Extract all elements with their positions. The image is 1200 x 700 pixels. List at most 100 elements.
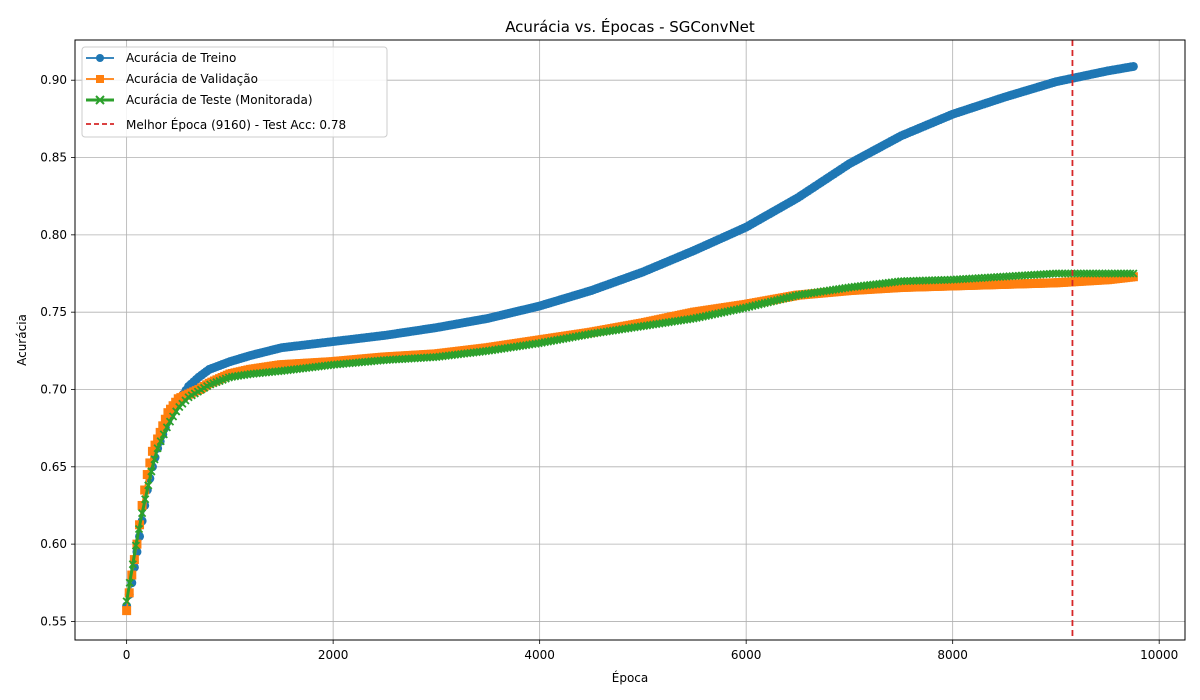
x-axis-label: Época	[612, 670, 649, 685]
series-line	[125, 65, 1135, 607]
data-point	[165, 417, 175, 426]
legend-marker-train	[96, 54, 104, 62]
data-point	[1104, 269, 1113, 278]
data-point	[162, 423, 172, 432]
data-point	[122, 597, 131, 606]
data-point	[142, 470, 152, 480]
legend-entry-test: Acurácia de Teste (Monitorada)	[86, 93, 313, 107]
data-point	[141, 495, 150, 504]
series-train	[122, 61, 1138, 611]
series-validation	[122, 272, 1138, 616]
data-point	[1101, 269, 1110, 278]
y-tick-label: 0.70	[40, 382, 67, 396]
data-point	[903, 276, 912, 286]
data-point	[1076, 269, 1085, 278]
data-point	[940, 275, 949, 285]
y-tick-label: 0.65	[40, 460, 67, 474]
x-tick-label: 6000	[731, 648, 762, 662]
legend: Acurácia de Treino Acurácia de Validação…	[81, 46, 388, 138]
series-test	[122, 269, 1138, 606]
data-point	[134, 524, 144, 534]
data-point	[150, 455, 159, 464]
y-tick-label: 0.60	[40, 537, 67, 551]
data-point	[1064, 269, 1073, 278]
data-point	[927, 276, 937, 285]
data-point	[1051, 269, 1061, 278]
legend-marker-validation	[96, 75, 104, 83]
data-point	[1113, 269, 1123, 278]
legend-box	[81, 46, 388, 138]
data-point	[144, 481, 153, 490]
data-point	[160, 414, 170, 424]
data-point	[153, 444, 162, 453]
plot-series	[122, 61, 1138, 616]
data-point	[1085, 269, 1095, 278]
x-tick-label: 2000	[318, 648, 349, 662]
data-point	[155, 427, 165, 437]
data-point	[1054, 269, 1064, 278]
y-tick-label: 0.55	[40, 614, 67, 628]
data-point	[896, 277, 906, 286]
data-point	[140, 485, 150, 495]
data-point	[147, 467, 156, 476]
data-point	[1110, 269, 1119, 278]
data-point	[1061, 269, 1070, 278]
data-point	[915, 276, 924, 285]
data-point	[1082, 269, 1092, 278]
data-point	[934, 275, 943, 285]
x-tick-label: 4000	[524, 648, 555, 662]
data-point	[918, 276, 927, 285]
x-tick-label: 10000	[1140, 648, 1178, 662]
legend-entry-validation: Acurácia de Validação	[86, 72, 258, 86]
data-point	[1095, 269, 1104, 278]
data-point	[1079, 269, 1088, 278]
data-point	[128, 560, 137, 569]
legend-entry-best-epoch: Melhor Época (9160) - Test Acc: 0.78	[86, 117, 346, 132]
plot-frame	[74, 39, 1186, 641]
data-point	[1048, 269, 1057, 278]
data-point	[1128, 61, 1138, 71]
data-point	[930, 276, 940, 285]
data-point	[1098, 269, 1107, 278]
data-point	[1057, 269, 1067, 278]
data-point	[1073, 269, 1082, 278]
data-point	[1067, 269, 1076, 278]
data-point	[137, 509, 147, 518]
data-point	[906, 276, 915, 286]
axis-ticks: 0 2000 4000 6000 8000 10000 0.55 0.60 0.65 0.70 0.…	[40, 73, 1178, 662]
data-point	[172, 407, 181, 416]
data-point	[1129, 269, 1138, 278]
data-point	[147, 446, 157, 456]
data-point	[1126, 269, 1135, 278]
chart-title: Acurácia vs. Épocas - SGConvNet	[505, 17, 755, 36]
y-tick-label: 0.75	[40, 305, 67, 319]
data-point	[1116, 269, 1126, 278]
x-tick-label: 0	[123, 648, 131, 662]
data-point	[943, 275, 952, 284]
legend-label-test: Acurácia de Teste (Monitorada)	[126, 93, 313, 107]
legend-label-train: Acurácia de Treino	[126, 51, 236, 65]
data-point	[168, 412, 178, 421]
data-point	[158, 421, 168, 431]
data-point	[937, 275, 946, 285]
data-point	[1092, 269, 1101, 278]
data-point	[1119, 269, 1129, 278]
data-point	[156, 437, 165, 446]
data-point	[912, 276, 921, 285]
data-point	[1123, 269, 1132, 278]
legend-marker-test	[95, 95, 105, 105]
data-point	[1088, 269, 1098, 278]
data-point	[900, 277, 909, 286]
data-point	[145, 458, 155, 468]
y-tick-label: 0.85	[40, 151, 67, 165]
data-point	[159, 430, 168, 439]
data-point	[1107, 269, 1116, 278]
y-axis-label: Acurácia	[15, 314, 29, 366]
data-point	[137, 500, 147, 510]
grid	[75, 40, 1185, 640]
data-point	[924, 276, 934, 285]
data-point	[131, 541, 141, 550]
data-point	[909, 276, 918, 286]
y-tick-label: 0.90	[40, 73, 67, 87]
